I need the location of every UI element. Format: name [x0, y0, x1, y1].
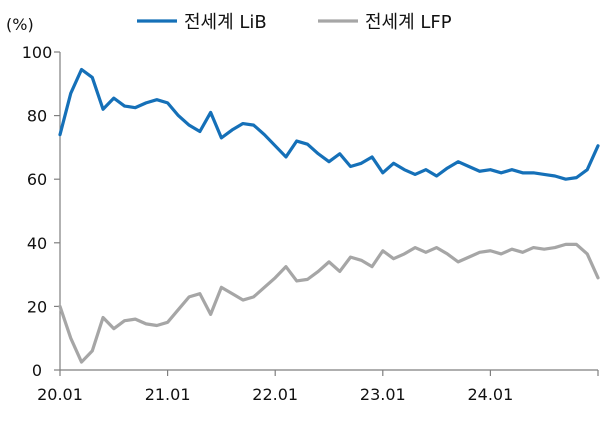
legend-item-2: 전세계 LFP: [318, 12, 452, 33]
x-axis-ticks: 20.01 21.01 22.01 23.01 24.01: [37, 370, 599, 404]
series-lines: [58, 67, 600, 364]
y-tick-label: 60: [27, 170, 47, 189]
y-tick-label: 100: [22, 43, 53, 62]
legend: 전세계 LiB 전세계 LFP: [137, 12, 452, 33]
y-tick-label: 80: [27, 107, 47, 126]
y-tick-label: 20: [27, 297, 47, 316]
x-tick-label: 22.01: [252, 385, 298, 404]
series-line-1: [58, 67, 600, 181]
legend-label: 전세계 LFP: [365, 12, 452, 33]
x-tick-label: 23.01: [360, 385, 406, 404]
legend-label: 전세계 LiB: [184, 12, 267, 33]
x-tick-label: 21.01: [145, 385, 191, 404]
y-axis-unit-label: (%): [6, 15, 34, 34]
y-axis-ticks: 0 20 40 60 80 100: [22, 43, 60, 380]
y-tick-label: 40: [27, 234, 47, 253]
x-tick-label: 24.01: [467, 385, 513, 404]
legend-item-1: 전세계 LiB: [137, 12, 267, 33]
x-tick-label: 20.01: [37, 385, 83, 404]
y-tick-label: 0: [32, 361, 42, 380]
series-line-2: [58, 242, 600, 364]
